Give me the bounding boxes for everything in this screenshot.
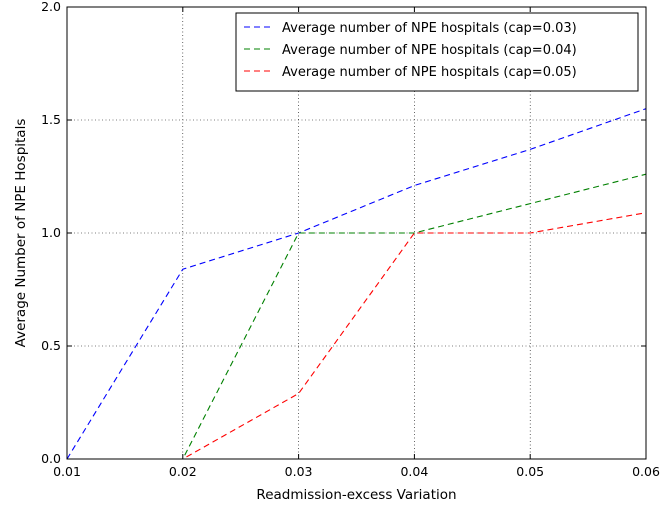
legend-label: Average number of NPE hospitals (cap=0.0…: [282, 43, 577, 58]
series-lines: [66, 108, 647, 460]
x-tick-label: 0.02: [169, 464, 197, 479]
y-tick-label: 1.5: [41, 112, 61, 127]
legend: Average number of NPE hospitals (cap=0.0…: [235, 12, 639, 92]
legend-label: Average number of NPE hospitals (cap=0.0…: [282, 65, 577, 80]
x-axis-label: Readmission-excess Variation: [256, 487, 456, 503]
y-axis-label: Average Number of NPE Hospitals: [13, 119, 29, 348]
y-tick-label: 0.0: [41, 451, 61, 466]
legend-label: Average number of NPE hospitals (cap=0.0…: [282, 21, 577, 36]
x-tick-label: 0.03: [285, 464, 313, 479]
legend-box: [235, 12, 639, 92]
x-tick-label: 0.01: [53, 464, 81, 479]
series-line-3: [67, 212, 647, 460]
x-tick-label: 0.05: [516, 464, 544, 479]
y-tick-label: 2.0: [41, 0, 61, 14]
y-tick-label: 0.5: [41, 338, 61, 353]
axis-ticks: 0.01 0.02 0.03 0.04 0.05 0.06 0.0 0.5 1.0 1.5 2.0: [41, 0, 660, 479]
series-line-2: [67, 173, 647, 460]
y-tick-label: 1.0: [41, 225, 61, 240]
series-line-1: [66, 108, 647, 460]
x-tick-label: 0.06: [632, 464, 660, 479]
x-tick-label: 0.04: [400, 464, 428, 479]
